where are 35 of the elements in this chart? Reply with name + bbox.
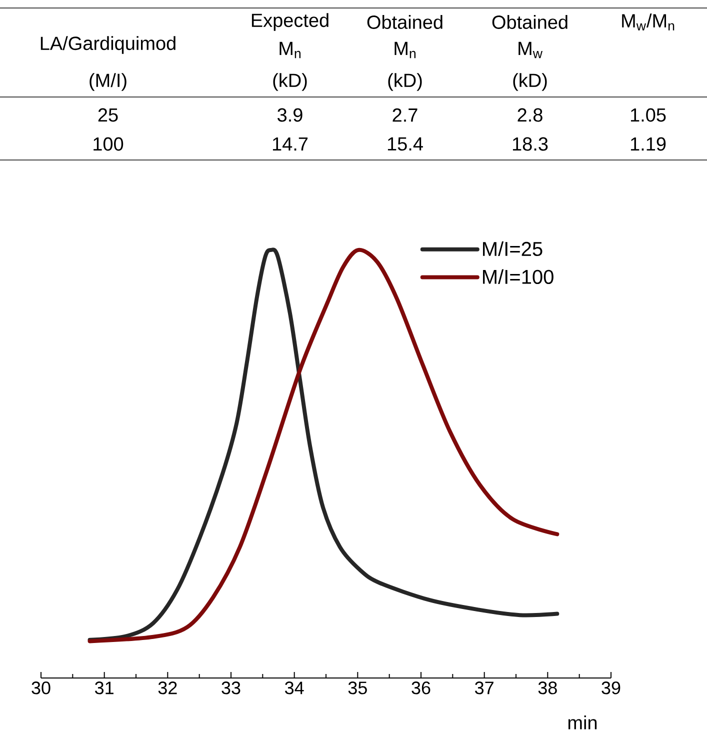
text: M$_{n}$: [394, 42, 416, 58]
x-tick-label: 34: [285, 682, 304, 694]
text: Expected: [252, 13, 328, 31]
text: Obtained: [367, 15, 442, 29]
text: 15.4: [388, 137, 423, 151]
text: 25: [98, 108, 118, 122]
text: 2.8: [518, 108, 542, 122]
x-tick-label: 30: [32, 682, 50, 694]
text: M$_{w}$: [518, 42, 543, 58]
x-tick-label: 33: [222, 682, 240, 694]
x-tick-label: 37: [475, 682, 494, 694]
text: 1.05: [630, 108, 666, 122]
text: LA/Gardiquimod: [40, 36, 176, 54]
text: M$_{w}$/M$_{n}$: [622, 14, 674, 30]
x-tick-label: 39: [602, 682, 620, 694]
legend-label: M/I=25: [483, 241, 542, 256]
text: Obtained: [492, 15, 568, 29]
text: (kD): [273, 73, 307, 91]
legend-label: M/I=100: [483, 269, 554, 284]
text: 2.7: [392, 108, 418, 122]
text: 3.9: [278, 108, 302, 122]
text: 1.19: [630, 137, 666, 151]
x-tick-label: 38: [538, 682, 557, 694]
text: M$_{n}$: [280, 42, 300, 58]
x-tick-label: 36: [412, 682, 430, 694]
x-tick-label: 32: [158, 682, 177, 694]
text: 100: [94, 137, 124, 151]
text: (kD): [388, 73, 422, 91]
x-tick-label: 35: [348, 682, 367, 694]
text: 18.3: [512, 137, 548, 151]
text: (M/I): [90, 73, 126, 91]
x-axis-title: min: [568, 716, 597, 730]
x-tick-label: 31: [95, 682, 114, 694]
text: 14.7: [272, 137, 308, 151]
text: (kD): [513, 73, 547, 91]
